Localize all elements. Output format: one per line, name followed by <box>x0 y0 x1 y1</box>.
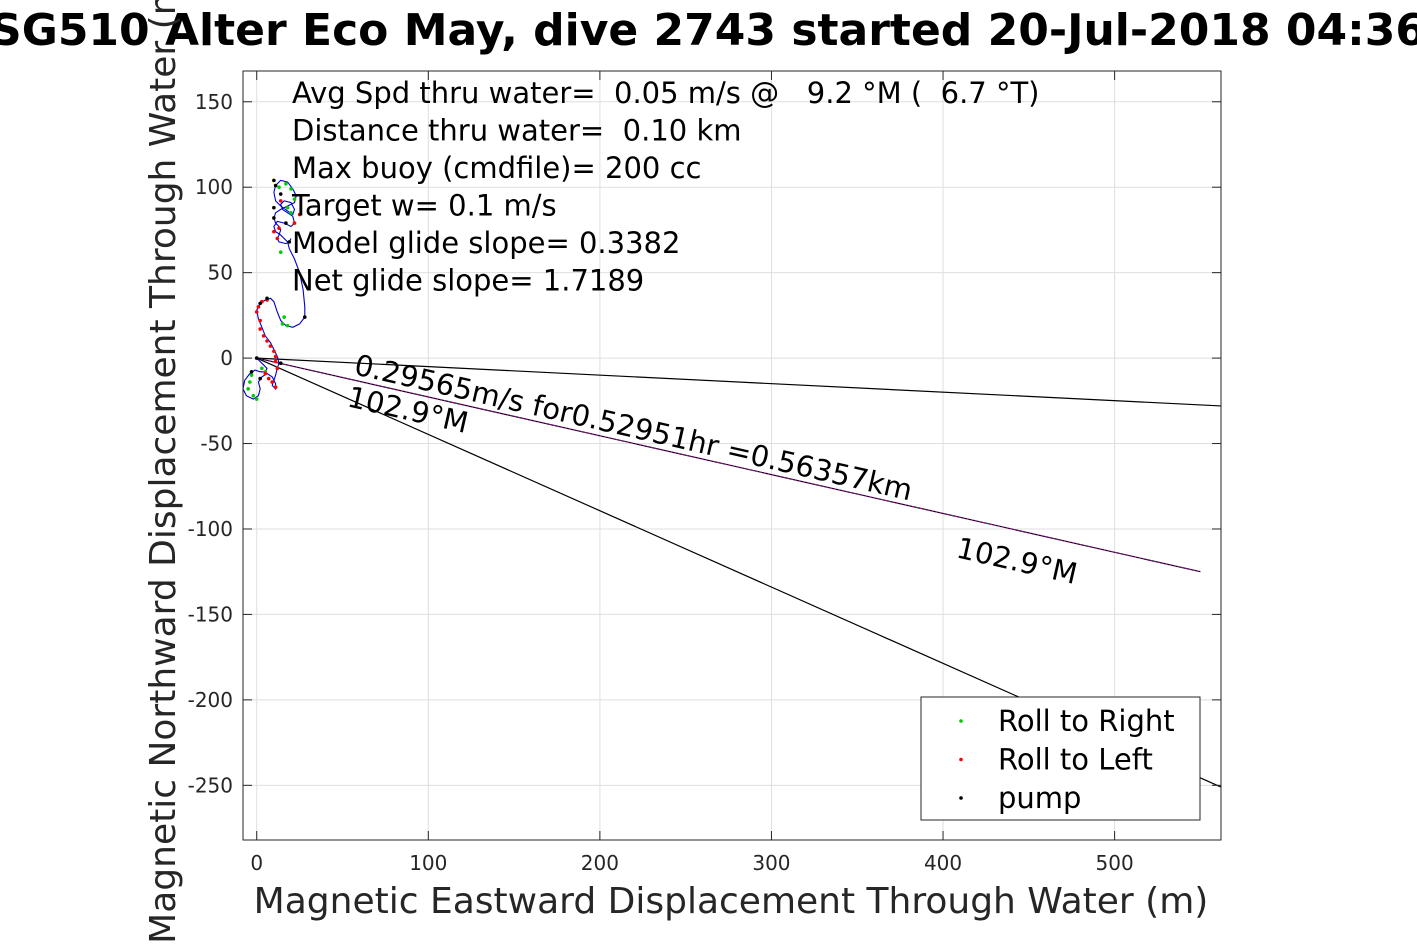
info-line: Target w= 0.1 m/s <box>291 189 557 223</box>
point-roll-to-left <box>254 310 259 314</box>
info-line: Max buoy (cmdfile)= 200 cc <box>292 151 701 185</box>
point-roll-to-left <box>275 236 280 241</box>
x-tick-label: 300 <box>752 851 790 875</box>
point-pump <box>265 296 269 301</box>
point-roll-to-right <box>289 211 293 215</box>
y-tick-label: 150 <box>195 90 233 114</box>
point-roll-to-left <box>256 305 261 309</box>
point-roll-to-left <box>278 199 283 203</box>
x-axis-label: Magnetic Eastward Displacement Through W… <box>254 881 1209 922</box>
y-tick-label: -150 <box>188 602 233 626</box>
legend-marker <box>959 796 963 800</box>
point-roll-to-right <box>278 250 283 254</box>
y-axis-ticks: 150 100 50 0 -50 -100 -150 -200 -250 <box>188 90 1221 797</box>
x-tick-label: 200 <box>581 851 619 875</box>
legend-label: Roll to Right <box>998 704 1175 738</box>
point-pump <box>287 240 292 244</box>
point-roll-to-left <box>263 371 268 376</box>
y-tick-label: 0 <box>220 346 233 370</box>
current-vector <box>256 357 1201 573</box>
point-pump <box>249 369 254 374</box>
current-line-magenta <box>256 357 1201 573</box>
point-roll-to-left <box>292 221 297 225</box>
point-roll-to-right <box>282 315 286 319</box>
y-tick-label: 50 <box>208 261 233 285</box>
data-points <box>246 178 307 401</box>
legend-label: Roll to Left <box>998 743 1153 777</box>
info-line: Avg Spd thru water= 0.05 m/s @ 9.2 °M ( … <box>292 76 1040 110</box>
point-roll-to-right <box>251 393 256 398</box>
point-roll-to-left <box>273 354 278 359</box>
point-roll-to-right <box>246 387 250 391</box>
point-roll-to-left <box>268 344 273 348</box>
point-roll-to-left <box>277 226 281 231</box>
point-pump <box>273 183 278 188</box>
point-pump <box>258 376 262 381</box>
y-tick-label: -100 <box>188 517 233 541</box>
point-roll-to-right <box>284 181 288 186</box>
info-line: Net glide slope= 1.7189 <box>292 264 644 298</box>
point-pump <box>302 315 307 319</box>
point-roll-to-right <box>285 323 290 328</box>
point-roll-to-left <box>258 318 262 323</box>
point-roll-to-left <box>273 359 278 364</box>
legend-marker <box>959 719 963 723</box>
point-roll-to-left <box>261 334 266 338</box>
legend: Roll to Right Roll to Left pump <box>920 696 1201 821</box>
y-tick-label: -250 <box>188 773 233 797</box>
x-tick-label: 500 <box>1096 851 1134 875</box>
y-tick-label: -50 <box>200 432 233 456</box>
point-pump <box>258 301 262 306</box>
point-roll-to-left <box>258 327 262 331</box>
legend-marker <box>959 757 963 762</box>
y-axis-label: Magnetic Northward Displacement Through … <box>143 0 184 944</box>
info-line: Distance thru water= 0.10 km <box>292 114 742 148</box>
legend-label: pump <box>998 781 1081 815</box>
reference-line <box>256 357 1222 407</box>
point-roll-to-left <box>265 339 269 343</box>
info-line: Model glide slope= 0.3382 <box>292 226 680 260</box>
point-roll-to-right <box>277 185 281 190</box>
point-pump <box>272 216 276 220</box>
point-roll-to-right <box>285 205 290 210</box>
x-tick-label: 100 <box>409 851 447 875</box>
grid-lines <box>243 71 1221 840</box>
point-pump <box>284 221 288 225</box>
y-tick-label: 100 <box>195 175 233 199</box>
point-pump <box>272 205 276 210</box>
point-roll-to-right <box>280 322 285 326</box>
point-pump <box>254 356 259 360</box>
point-roll-to-left <box>266 376 271 381</box>
legend-box <box>920 696 1201 821</box>
point-roll-to-left <box>270 380 274 384</box>
x-tick-label: 400 <box>924 851 962 875</box>
point-roll-to-left <box>297 212 302 217</box>
point-roll-to-right <box>292 197 297 201</box>
point-roll-to-right <box>249 373 254 377</box>
point-roll-to-right <box>254 397 259 401</box>
point-roll-to-left <box>275 366 280 371</box>
plot-frame <box>242 70 1222 841</box>
point-pump <box>272 178 276 183</box>
x-axis-ticks: 0 100 200 300 400 500 <box>250 71 1134 875</box>
point-roll-to-left <box>273 385 278 389</box>
info-text: Avg Spd thru water= 0.05 m/s @ 9.2 °M ( … <box>291 76 1040 298</box>
point-pump <box>278 361 283 366</box>
y-tick-label: -200 <box>188 688 233 712</box>
point-roll-to-left <box>272 349 276 354</box>
point-roll-to-right <box>289 187 293 191</box>
point-roll-to-left <box>272 229 276 234</box>
point-roll-to-right <box>260 366 264 371</box>
x-tick-label: 0 <box>250 851 263 875</box>
point-pump <box>278 192 283 196</box>
chart-title: SG510 Alter Eco May, dive 2743 started 2… <box>0 5 1417 56</box>
point-roll-to-right <box>248 380 252 384</box>
